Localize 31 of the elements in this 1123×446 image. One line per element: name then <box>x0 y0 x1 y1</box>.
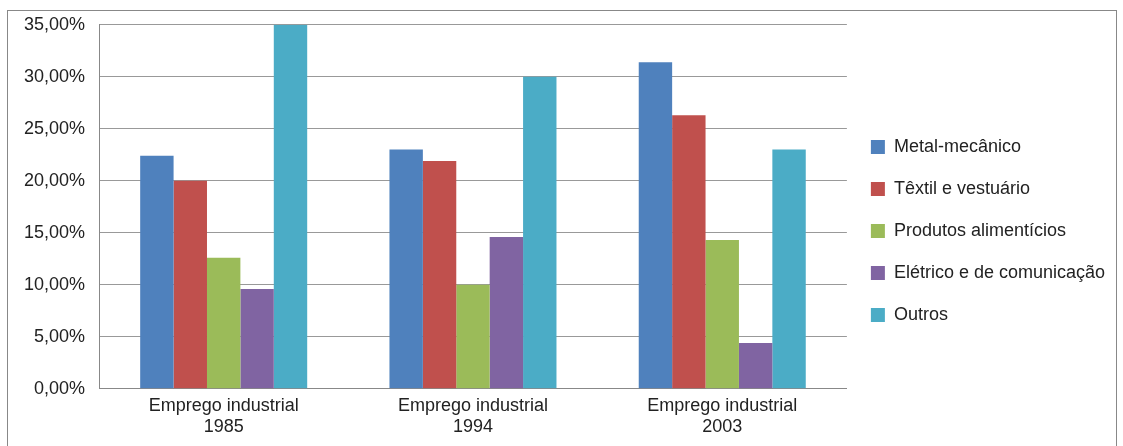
y-tick-label: 0,00% <box>34 377 86 398</box>
legend-label: Produtos alimentícios <box>893 219 1066 240</box>
bar <box>206 257 241 389</box>
y-tick-label: 15,00% <box>23 221 86 242</box>
x-tick-label: Emprego industrial 2003 <box>647 394 798 437</box>
bar <box>273 24 308 389</box>
y-tick-label: 20,00% <box>23 169 86 190</box>
bar <box>140 155 174 389</box>
bar <box>672 115 706 389</box>
bar <box>523 76 557 389</box>
legend-label: Metal-mecânico <box>893 135 1021 156</box>
legend-label: Têxtil e vestuário <box>893 177 1030 198</box>
bar <box>738 343 773 389</box>
bar <box>705 240 739 389</box>
y-tick-label: 10,00% <box>23 273 86 294</box>
bar <box>389 149 423 389</box>
y-tick-label: 35,00% <box>23 13 86 34</box>
bar <box>638 62 673 389</box>
x-tick-label: Emprego industrial 1985 <box>148 394 299 437</box>
legend-label: Outros <box>893 303 948 324</box>
y-tick-label: 5,00% <box>34 325 86 346</box>
bar <box>173 180 207 389</box>
bar <box>240 288 274 389</box>
y-tick-label: 25,00% <box>23 117 86 138</box>
legend-label: Elétrico e de comunicação <box>893 261 1106 282</box>
bar <box>422 161 457 389</box>
x-tick-label: Emprego industrial 1994 <box>397 394 549 437</box>
bar <box>456 284 490 389</box>
bar <box>489 236 524 389</box>
y-tick-label: 30,00% <box>23 65 86 86</box>
bar <box>772 149 806 389</box>
